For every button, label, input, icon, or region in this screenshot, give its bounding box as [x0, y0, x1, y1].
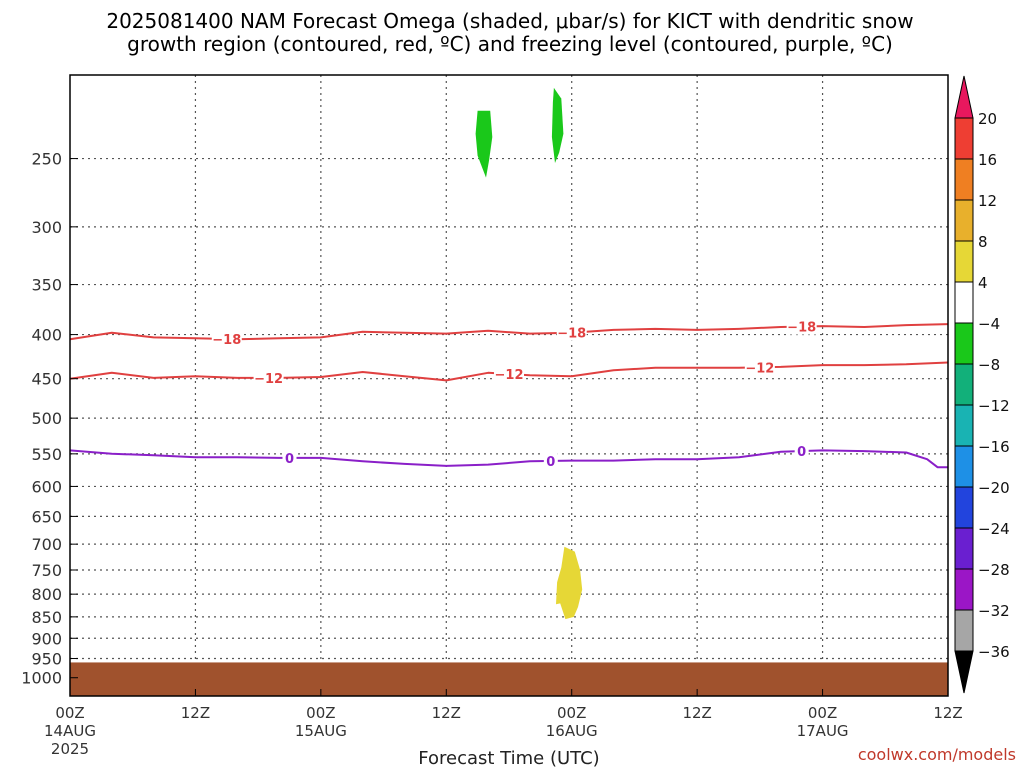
colorbar-swatch: [954, 568, 974, 611]
colorbar-top-arrow: [954, 75, 974, 119]
colorbar-swatch: [954, 322, 974, 365]
x-axis-label: Forecast Time (UTC): [418, 748, 599, 768]
chart-title: 2025081400 NAM Forecast Omega (shaded, μ…: [106, 9, 913, 56]
colorbar-tick-label: −4: [978, 315, 1000, 333]
title-line-1: 2025081400 NAM Forecast Omega (shaded, μ…: [106, 9, 913, 33]
colorbar-swatch: [954, 404, 974, 447]
colorbar-tick-label: −24: [978, 520, 1010, 538]
contour-label: 0: [546, 455, 555, 470]
contour-label: 0: [797, 445, 806, 460]
x-tick-label: 00Z: [808, 704, 837, 722]
x-tick-label: 00Z: [306, 704, 335, 722]
colorbar-tick-label: 8: [978, 233, 988, 251]
y-tick-label: 750: [31, 561, 62, 580]
x-tick-date: 17AUG: [797, 722, 849, 740]
x-tick-date: 15AUG: [295, 722, 347, 740]
colorbar-swatch: [954, 158, 974, 201]
y-tick-label: 900: [31, 629, 62, 648]
y-tick-label: 1000: [21, 669, 62, 688]
contour-label: −12: [254, 372, 283, 387]
contour-label: −12: [495, 368, 524, 383]
colorbar-swatch: [954, 240, 974, 283]
title-line-2: growth region (contoured, red, ºC) and f…: [127, 32, 893, 56]
y-tick-label: 950: [31, 650, 62, 669]
contour-label: −18: [212, 333, 241, 348]
plot-frame: [69, 74, 949, 697]
x-tick-date: 16AUG: [546, 722, 598, 740]
y-tick-label: 700: [31, 535, 62, 554]
credit-text: coolwx.com/models: [858, 745, 1016, 764]
x-tick-label: 12Z: [432, 704, 461, 722]
contour-label: −18: [557, 327, 586, 342]
y-tick-label: 450: [31, 370, 62, 389]
colorbar-swatch: [954, 281, 974, 324]
contour-label-bg: [494, 366, 524, 383]
contour-label-bg: [794, 443, 809, 460]
x-tick-label: 12Z: [181, 704, 210, 722]
contour-label-bg: [253, 369, 284, 386]
y-axis-ticks: 250 300 350 400 450 500 550 600 650 700 750 800 850 9…: [21, 150, 78, 688]
temperature-contours: −18 −18 −18 −12 −12 −12 0 0 0: [69, 318, 949, 470]
plot-area: −18 −18 −18 −12 −12 −12 0 0 0: [69, 74, 949, 697]
colorbar-swatch: [954, 527, 974, 570]
contour-label-bg: [211, 331, 242, 348]
colorbar-swatch: [954, 117, 974, 160]
colorbar-tick-label: −20: [978, 479, 1010, 497]
colorbar-bottom-arrow: [954, 650, 974, 694]
x-tick-label: 00Z: [55, 704, 84, 722]
contour-label-bg: [282, 449, 297, 466]
contour-label-bg: [556, 324, 587, 341]
contour-label: 0: [285, 452, 294, 467]
x-tick-label: 12Z: [682, 704, 711, 722]
y-tick-label: 400: [31, 326, 62, 345]
omega-region: [556, 546, 583, 620]
omega-colorbar: 20 16 12 8 4 −4 −8 −12 −16 −20 −24 −28 −32 −36: [954, 75, 1010, 694]
y-tick-label: 600: [31, 477, 62, 496]
colorbar-tick-label: 12: [978, 192, 997, 210]
colorbar-tick-label: −12: [978, 397, 1010, 415]
colorbar-swatch: [954, 445, 974, 488]
y-tick-label: 350: [31, 276, 62, 295]
x-tick-year: 2025: [51, 740, 89, 758]
y-tick-label: 300: [31, 218, 62, 237]
y-tick-label: 650: [31, 507, 62, 526]
omega-shading: [475, 87, 583, 620]
colorbar-tick-label: −8: [978, 356, 1000, 374]
colorbar-tick-label: 4: [978, 274, 988, 292]
y-tick-label: 500: [31, 409, 62, 428]
x-tick-label: 00Z: [557, 704, 586, 722]
omega-region: [475, 110, 493, 178]
y-tick-label: 850: [31, 608, 62, 627]
x-tick-date: 14AUG: [44, 722, 96, 740]
contour-label-bg: [543, 452, 558, 469]
colorbar-tick-label: −32: [978, 602, 1010, 620]
colorbar-tick-label: 20: [978, 110, 997, 128]
contour-label: −18: [787, 321, 816, 336]
y-tick-label: 550: [31, 445, 62, 464]
colorbar-tick-label: −16: [978, 438, 1010, 456]
colorbar-tick-label: 16: [978, 151, 997, 169]
colorbar-swatch: [954, 199, 974, 242]
contour-label-bg: [786, 318, 817, 335]
contour-label: −12: [745, 361, 774, 376]
omega-region: [551, 87, 564, 163]
colorbar-swatch: [954, 486, 974, 529]
colorbar-tick-label: −28: [978, 561, 1010, 579]
terrain-fill: [70, 662, 948, 696]
y-tick-label: 800: [31, 585, 62, 604]
x-tick-label: 12Z: [933, 704, 962, 722]
colorbar-swatch: [954, 363, 974, 406]
colorbar-swatch: [954, 609, 974, 652]
contour-label-bg: [744, 359, 775, 376]
plot-background: [70, 75, 948, 696]
colorbar-tick-label: −36: [978, 643, 1010, 661]
y-tick-label: 250: [31, 150, 62, 169]
